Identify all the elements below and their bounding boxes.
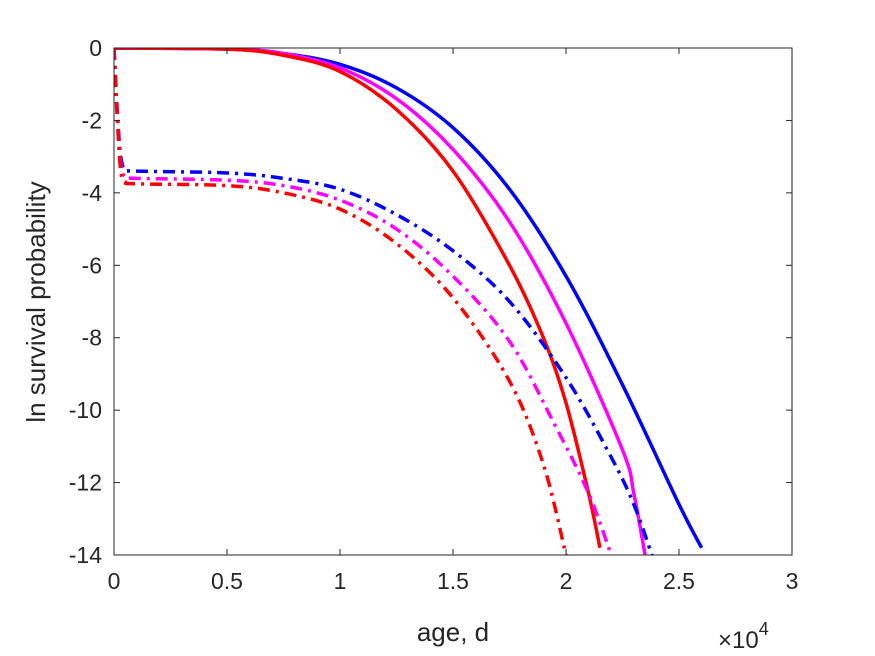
series-line-3	[114, 48, 602, 549]
series-layer	[114, 48, 704, 555]
y-tick-label: -10	[69, 397, 102, 423]
x-exponent-power: 4	[759, 619, 769, 639]
y-tick-label: -6	[82, 252, 102, 278]
y-tick-label: -14	[69, 542, 102, 568]
y-tick-label: -12	[69, 470, 102, 496]
x-tick-label: 0.5	[211, 568, 243, 594]
y-axis-label: ln survival probability	[21, 181, 51, 422]
y-tick-label: 0	[89, 35, 102, 61]
x-exponent: ×104	[718, 619, 769, 654]
x-axis-label: age, d	[417, 617, 489, 647]
x-tick-label: 2	[560, 568, 573, 594]
x-tick-label: 0	[108, 568, 121, 594]
x-exponent-base: ×10	[718, 627, 759, 654]
y-tick-label: -8	[82, 325, 102, 351]
tick-layer: 0 0.5 1 1.5 2 2.5 3 0 -2 -4 -6 -8 -10 -12 -14	[69, 35, 799, 594]
y-tick-label: -4	[82, 180, 103, 206]
x-tick-label: 2.5	[663, 568, 695, 594]
plot-background	[114, 48, 792, 555]
series-line-5	[114, 48, 613, 555]
y-tick-label: -2	[82, 107, 102, 133]
x-tick-label: 3	[786, 568, 799, 594]
x-tick-label: 1	[334, 568, 347, 594]
x-tick-label: 1.5	[437, 568, 469, 594]
